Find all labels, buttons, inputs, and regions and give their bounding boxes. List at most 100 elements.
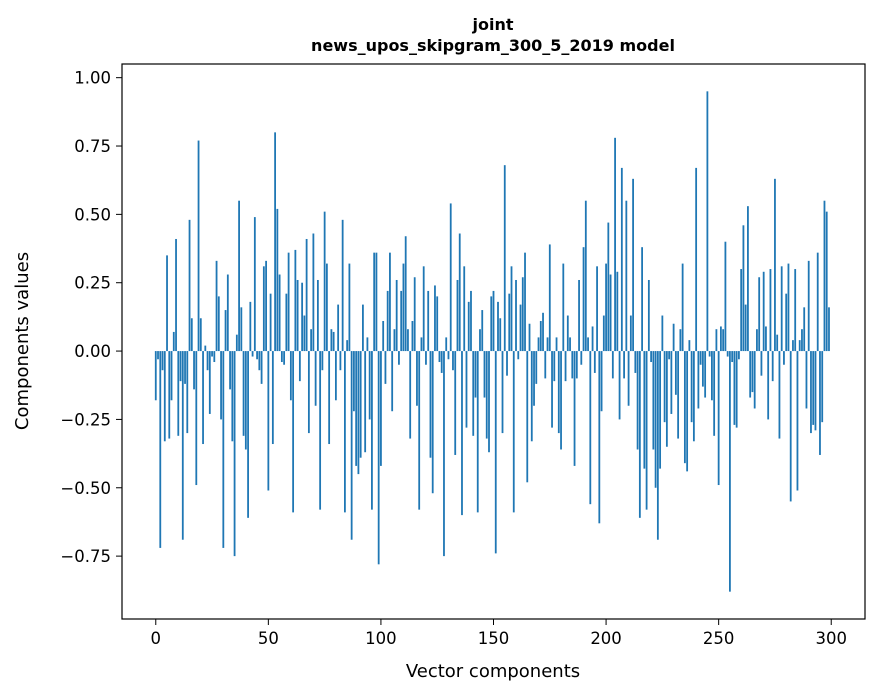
bar-107 [395, 279, 398, 352]
bar-96 [371, 351, 373, 510]
bar-5 [166, 255, 168, 352]
bar-214 [636, 351, 639, 450]
bar-43 [251, 351, 254, 357]
bar-81 [337, 304, 340, 352]
y-tick-label: 0.00 [74, 342, 111, 361]
bar-30 [222, 351, 225, 548]
bar-2 [159, 351, 162, 548]
bar-29 [220, 351, 222, 420]
bar-89 [355, 351, 358, 466]
bar-25 [211, 351, 213, 357]
y-tick-label: 1.00 [74, 69, 111, 88]
bar-293 [814, 351, 817, 431]
bar-108 [398, 351, 400, 365]
bar-39 [242, 351, 245, 436]
bar-101 [382, 321, 385, 352]
x-tick-label: 300 [815, 629, 847, 648]
bar-229 [670, 351, 673, 414]
bar-179 [557, 351, 560, 434]
bar-172 [542, 312, 544, 352]
bar-106 [393, 329, 396, 352]
bar-240 [695, 167, 698, 352]
bar-84 [344, 351, 346, 513]
bar-26 [213, 351, 216, 363]
bar-279 [783, 351, 785, 365]
bar-249 [715, 329, 718, 352]
bar-225 [661, 315, 664, 352]
bar-212 [632, 178, 634, 352]
bar-226 [663, 351, 666, 423]
bar-13 [184, 351, 186, 384]
bar-176 [551, 351, 553, 428]
bar-165 [526, 351, 529, 483]
y-tick-label: 0.25 [74, 274, 111, 293]
bar-216 [641, 247, 643, 352]
bar-198 [600, 351, 603, 412]
bar-159 [512, 351, 515, 513]
bar-291 [810, 351, 812, 434]
bar-80 [334, 351, 337, 401]
bar-22 [204, 345, 207, 352]
bar-52 [271, 351, 274, 445]
bar-83 [341, 219, 344, 352]
bar-199 [602, 315, 605, 352]
bar-92 [362, 304, 364, 352]
bar-31 [224, 310, 227, 352]
plot-frame [121, 63, 866, 620]
bar-17 [193, 351, 195, 390]
bar-183 [566, 315, 569, 352]
bar-35 [233, 351, 236, 557]
bar-236 [686, 351, 689, 472]
bar-102 [384, 351, 387, 384]
bar-219 [647, 279, 650, 352]
bar-85 [346, 340, 349, 352]
bar-215 [638, 351, 641, 518]
bar-264 [749, 351, 752, 398]
bar-100 [380, 351, 382, 466]
bar-82 [339, 351, 342, 371]
bar-252 [722, 329, 725, 352]
bar-174 [546, 337, 549, 352]
bar-277 [778, 351, 781, 439]
bar-73 [319, 351, 322, 510]
bar-274 [771, 351, 774, 382]
bar-15 [188, 219, 191, 352]
bar-269 [760, 351, 763, 376]
bar-278 [780, 266, 783, 352]
bar-204 [614, 137, 616, 352]
bar-161 [517, 351, 520, 360]
bar-173 [544, 351, 547, 379]
bar-290 [807, 260, 810, 352]
bar-231 [674, 351, 677, 395]
bar-195 [593, 351, 596, 373]
bar-238 [690, 351, 693, 423]
bar-248 [713, 351, 716, 436]
bar-241 [697, 351, 700, 409]
bar-207 [620, 167, 623, 352]
bar-72 [316, 279, 319, 352]
bar-4 [163, 351, 166, 442]
bar-114 [411, 321, 414, 352]
bar-235 [683, 351, 686, 464]
bar-201 [607, 222, 610, 352]
bar-262 [744, 304, 747, 352]
bar-143 [476, 351, 479, 513]
bar-20 [199, 318, 202, 352]
bar-138 [465, 351, 468, 428]
bar-250 [717, 351, 720, 486]
bar-126 [438, 351, 441, 363]
bar-99 [377, 351, 380, 565]
bar-155 [503, 165, 506, 352]
bar-146 [483, 351, 486, 398]
bar-41 [247, 351, 249, 518]
bar-190 [582, 247, 585, 352]
bar-167 [530, 351, 533, 442]
bar-288 [803, 307, 806, 352]
bar-244 [704, 351, 707, 398]
bar-286 [798, 340, 801, 352]
x-axis-label: Vector components [406, 661, 580, 682]
bar-208 [623, 351, 625, 379]
bar-121 [427, 290, 430, 352]
